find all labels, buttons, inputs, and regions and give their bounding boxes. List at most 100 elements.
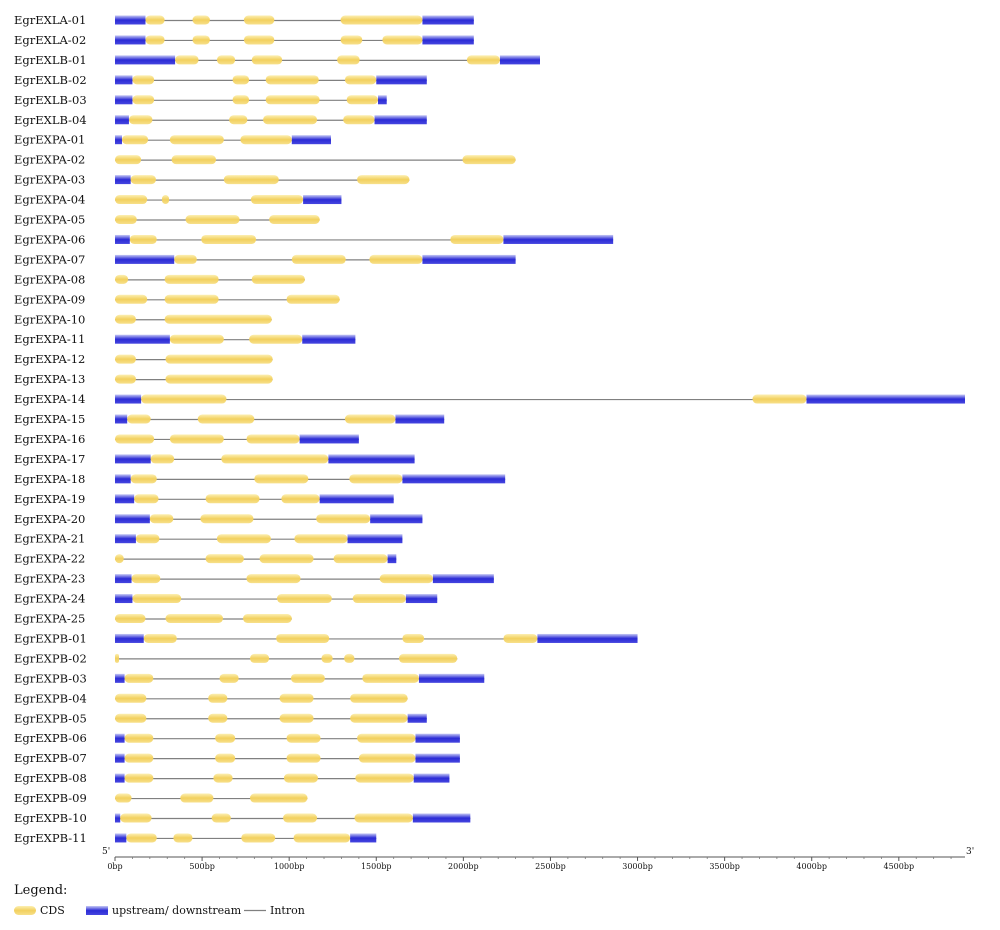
gene-row: EgrEXPA-20 — [14, 512, 423, 526]
gene-label: EgrEXPA-11 — [14, 332, 85, 346]
cds-exon — [164, 314, 272, 324]
cds-exon — [130, 474, 157, 484]
cds-exon — [134, 494, 159, 504]
gene-label: EgrEXPA-04 — [14, 193, 85, 207]
utr-segment — [115, 175, 131, 185]
cds-exon — [340, 35, 363, 45]
gene-label: EgrEXPB-05 — [14, 711, 87, 725]
utr-segment — [503, 234, 614, 244]
cds-exon — [211, 813, 231, 823]
cds-exon — [358, 753, 416, 763]
gene-row: EgrEXPA-21 — [14, 532, 403, 546]
five-prime-label: 5' — [102, 847, 110, 857]
utr-segment — [115, 733, 125, 743]
utr-segment — [115, 75, 133, 85]
cds-exon — [752, 394, 807, 404]
utr-segment — [806, 394, 965, 404]
three-prime-label: 3' — [966, 847, 974, 857]
gene-label: EgrEXPA-22 — [14, 552, 85, 566]
gene-row: EgrEXPB-04 — [14, 691, 408, 705]
utr-segment — [376, 75, 427, 85]
cds-exon — [130, 175, 156, 185]
x-axis: 5' 3' 0bp 500bp 1000bp 1500bp 2000bp 2500bp 30… — [102, 847, 974, 871]
utr-segment — [402, 474, 506, 484]
utr-segment — [115, 135, 122, 145]
gene-row: EgrEXPA-05 — [14, 213, 320, 227]
cds-exon — [216, 55, 236, 65]
utr-segment — [422, 254, 516, 264]
utr-segment — [115, 254, 175, 264]
cds-exon — [205, 494, 260, 504]
cds-exon — [215, 753, 236, 763]
cds-exon — [265, 75, 319, 85]
cds-exon — [208, 693, 228, 703]
gene-row: EgrEXPA-12 — [14, 352, 273, 366]
gene-label: EgrEXPB-06 — [14, 731, 87, 745]
cds-exon — [124, 773, 154, 783]
gene-label: EgrEXPB-02 — [14, 651, 87, 665]
utr-segment — [115, 334, 170, 344]
gene-label: EgrEXPA-13 — [14, 372, 85, 386]
gene-row: EgrEXPB-06 — [14, 731, 460, 745]
cds-exon — [145, 35, 165, 45]
cds-exon — [402, 633, 425, 643]
cds-exon — [232, 75, 250, 85]
cds-exon — [340, 15, 423, 25]
cds-exon — [126, 833, 157, 843]
cds-exon — [232, 95, 250, 105]
cds-exon — [164, 274, 219, 284]
cds-exon — [169, 334, 224, 344]
cds-exon — [279, 713, 314, 723]
x-tick-label: 2000bp — [448, 862, 479, 871]
cds-exon — [171, 155, 217, 165]
cds-exon — [346, 95, 379, 105]
x-tick-label: 4500bp — [884, 862, 915, 871]
utr-segment — [395, 414, 445, 424]
gene-label: EgrEXPA-16 — [14, 432, 85, 446]
cds-exon — [286, 733, 321, 743]
cds-exon — [149, 514, 174, 524]
cds-exon — [200, 514, 254, 524]
gene-row: EgrEXPA-17 — [14, 452, 415, 466]
gene-row: EgrEXLB-04 — [14, 113, 427, 127]
cds-exon — [354, 813, 413, 823]
gene-row: EgrEXPA-18 — [14, 472, 506, 486]
cds-exon — [251, 274, 305, 284]
gene-row: EgrEXPA-08 — [14, 272, 305, 286]
cds-exon — [115, 653, 119, 663]
gene-label: EgrEXPA-06 — [14, 232, 85, 246]
cds-exon — [175, 55, 199, 65]
cds-exon — [283, 813, 318, 823]
cds-exon — [115, 215, 137, 224]
cds-exon — [281, 494, 320, 504]
utr-segment — [115, 115, 129, 125]
utr-segment — [115, 414, 128, 424]
utr-segment — [374, 115, 427, 125]
gene-row: EgrEXPA-06 — [14, 232, 614, 246]
gene-row: EgrEXPA-07 — [14, 252, 516, 266]
gene-row: EgrEXPA-22 — [14, 552, 397, 566]
cds-exon — [259, 554, 314, 564]
cds-exon — [229, 115, 248, 125]
gene-row: EgrEXLB-03 — [14, 93, 387, 107]
cds-exon — [276, 594, 332, 604]
utr-segment — [291, 135, 331, 145]
cds-exon — [321, 653, 333, 663]
gene-row: EgrEXPA-02 — [14, 153, 516, 167]
gene-label: EgrEXLB-01 — [14, 53, 87, 67]
cds-exon — [263, 115, 318, 125]
utr-segment — [319, 494, 394, 504]
gene-label: EgrEXPA-25 — [14, 612, 85, 626]
utr-segment — [299, 434, 359, 444]
gene-label: EgrEXPB-01 — [14, 631, 87, 645]
cds-exon — [344, 75, 377, 85]
utr-segment — [115, 234, 130, 244]
cds-exon — [350, 693, 408, 703]
utr-segment — [378, 95, 387, 105]
legend-cds-label: CDS — [40, 904, 65, 917]
cds-exon — [143, 633, 177, 643]
utr-segment — [413, 773, 450, 783]
gene-row: EgrEXPB-08 — [14, 771, 450, 785]
gene-row: EgrEXPA-14 — [14, 392, 965, 406]
